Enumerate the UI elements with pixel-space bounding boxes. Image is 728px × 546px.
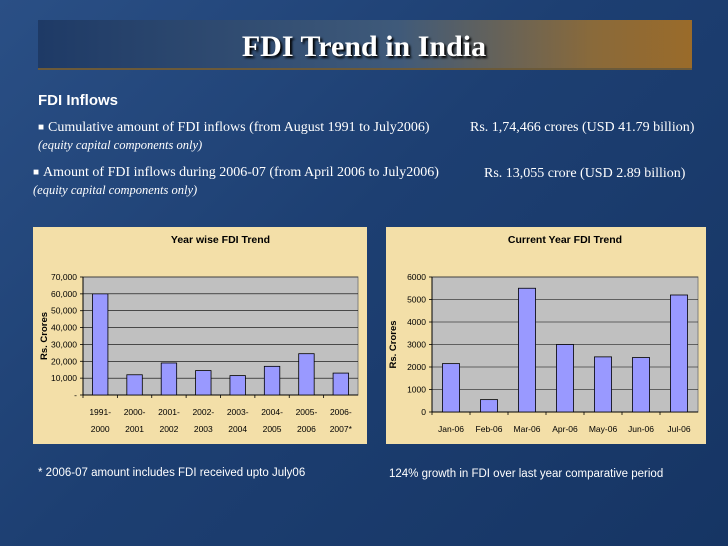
bar: [594, 356, 612, 413]
bar: [229, 375, 246, 396]
chart-title: Current Year FDI Trend: [508, 234, 622, 246]
x-tick-label: Jun-06: [628, 424, 654, 434]
section-heading: FDI Inflows: [38, 92, 118, 109]
x-tick-label: 2005-: [296, 407, 318, 417]
fdi-current-row: ■ Amount of FDI inflows during 2006-07 (f…: [33, 165, 439, 181]
yearwise-fdi-chart: Year wise FDI Trend - 10,000 20,000 30,000 40…: [33, 227, 367, 444]
x-tick-label: 1991-: [89, 407, 111, 417]
y-tick-label: 60,000: [51, 289, 77, 299]
x-tick-label: 2006: [297, 424, 316, 434]
x-tick-label: 2000-: [124, 407, 146, 417]
y-tick-label: 10,000: [51, 373, 77, 383]
y-tick-label: 1000: [407, 385, 426, 395]
x-tick-label: 2001: [125, 424, 144, 434]
x-tick-label: 2003: [194, 424, 213, 434]
x-tick-label: Jan-06: [438, 424, 464, 434]
bullet-icon: ■: [38, 122, 45, 134]
x-tick-label: 2007*: [330, 424, 353, 434]
fdi-cumulative-row: ■ Cumulative amount of FDI inflows (from …: [38, 120, 430, 136]
x-tick-label: Feb-06: [476, 424, 503, 434]
x-tick-label: 2003-: [227, 407, 249, 417]
fdi-cumulative-note: (equity capital components only): [38, 138, 203, 152]
footnote-left: * 2006-07 amount includes FDI received u…: [38, 467, 306, 479]
y-tick-label: 3000: [407, 340, 426, 350]
bar: [670, 294, 688, 413]
bar: [556, 344, 574, 413]
y-tick-label: 20,000: [51, 356, 77, 366]
bar: [298, 353, 315, 396]
x-tick-label: 2005: [263, 424, 282, 434]
fdi-current-note: (equity capital components only): [33, 183, 198, 197]
y-tick-label: 40,000: [51, 323, 77, 333]
y-tick-label: 2000: [407, 362, 426, 372]
x-tick-label: 2002-: [192, 407, 214, 417]
fdi-cumulative-label: Cumulative amount of FDI inflows (from A…: [48, 120, 430, 135]
current-year-fdi-chart: Current Year FDI Trend 0 1000 2000 3000 4000 5…: [386, 227, 706, 444]
y-tick-label: 0: [421, 407, 426, 417]
x-tick-label: Apr-06: [552, 424, 578, 434]
bar: [160, 362, 178, 396]
x-tick-label: Jul-06: [667, 424, 690, 434]
bar: [632, 357, 650, 413]
chart-title: Year wise FDI Trend: [171, 234, 270, 246]
y-tick-label: 30,000: [51, 339, 77, 349]
x-tick-label: 2004: [228, 424, 247, 434]
bar: [195, 370, 212, 396]
bar: [126, 374, 143, 396]
y-tick-label: 4000: [407, 317, 426, 327]
y-axis-label: Rs. Crores: [388, 320, 399, 368]
bar: [92, 293, 109, 396]
x-tick-label: 2006-: [330, 407, 352, 417]
y-tick-label: 6000: [407, 272, 426, 282]
bar: [518, 287, 536, 413]
fdi-cumulative-value: Rs. 1,74,466 crores (USD 41.79 billion): [470, 120, 695, 135]
bar: [442, 363, 460, 413]
bullet-icon: ■: [33, 167, 40, 179]
y-tick-label: 5000: [407, 295, 426, 305]
plot-area: [82, 276, 359, 396]
bar: [480, 399, 498, 413]
fdi-current-label: Amount of FDI inflows during 2006-07 (fr…: [43, 165, 439, 180]
fdi-current-value: Rs. 13,055 crore (USD 2.89 billion): [484, 166, 686, 181]
x-tick-label: May-06: [589, 424, 618, 434]
x-tick-label: 2002: [159, 424, 178, 434]
footnote-right: 124% growth in FDI over last year compar…: [389, 468, 664, 480]
x-tick-label: Mar-06: [514, 424, 541, 434]
y-axis-label: Rs. Crores: [39, 312, 50, 360]
page-title: FDI Trend in India: [241, 30, 487, 63]
y-tick-label: 50,000: [51, 306, 77, 316]
bar: [263, 365, 281, 396]
x-tick-label: 2004-: [261, 407, 283, 417]
y-tick-label: 70,000: [51, 272, 77, 282]
x-tick-label: 2001-: [158, 407, 180, 417]
y-tick-label: -: [74, 390, 77, 400]
bar: [332, 372, 349, 396]
x-tick-label: 2000: [91, 424, 110, 434]
title-bar: [38, 20, 692, 70]
